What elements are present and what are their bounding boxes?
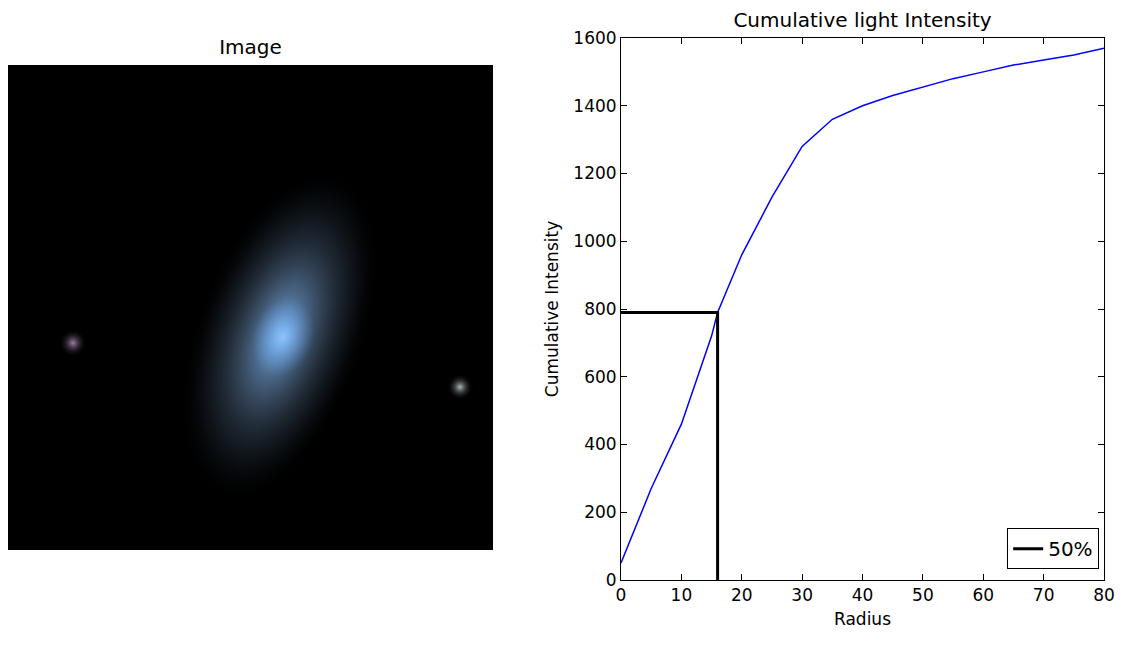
svg-text:400: 400 (584, 434, 616, 454)
svg-text:1200: 1200 (573, 163, 616, 183)
svg-text:Cumulative light Intensity: Cumulative light Intensity (733, 8, 991, 32)
svg-text:Cumulative Intensity: Cumulative Intensity (542, 221, 562, 397)
svg-text:0: 0 (606, 570, 617, 590)
svg-text:800: 800 (584, 299, 616, 319)
svg-text:50: 50 (912, 585, 934, 605)
svg-text:600: 600 (584, 367, 616, 387)
svg-text:80: 80 (1093, 585, 1115, 605)
html-text:Image: Image (219, 35, 282, 59)
svg-text:40: 40 (852, 585, 874, 605)
svg-text:1000: 1000 (573, 231, 616, 251)
svg-text:200: 200 (584, 502, 616, 522)
svg-text:20: 20 (731, 585, 753, 605)
svg-text:Radius: Radius (834, 609, 891, 629)
svg-text:50%: 50% (1048, 537, 1092, 561)
svg-text:60: 60 (972, 585, 994, 605)
svg-text:1400: 1400 (573, 96, 616, 116)
svg-text:30: 30 (791, 585, 813, 605)
svg-text:1600: 1600 (573, 28, 616, 48)
svg-text:0: 0 (616, 585, 627, 605)
svg-text:10: 10 (671, 585, 693, 605)
svg-text:70: 70 (1033, 585, 1055, 605)
